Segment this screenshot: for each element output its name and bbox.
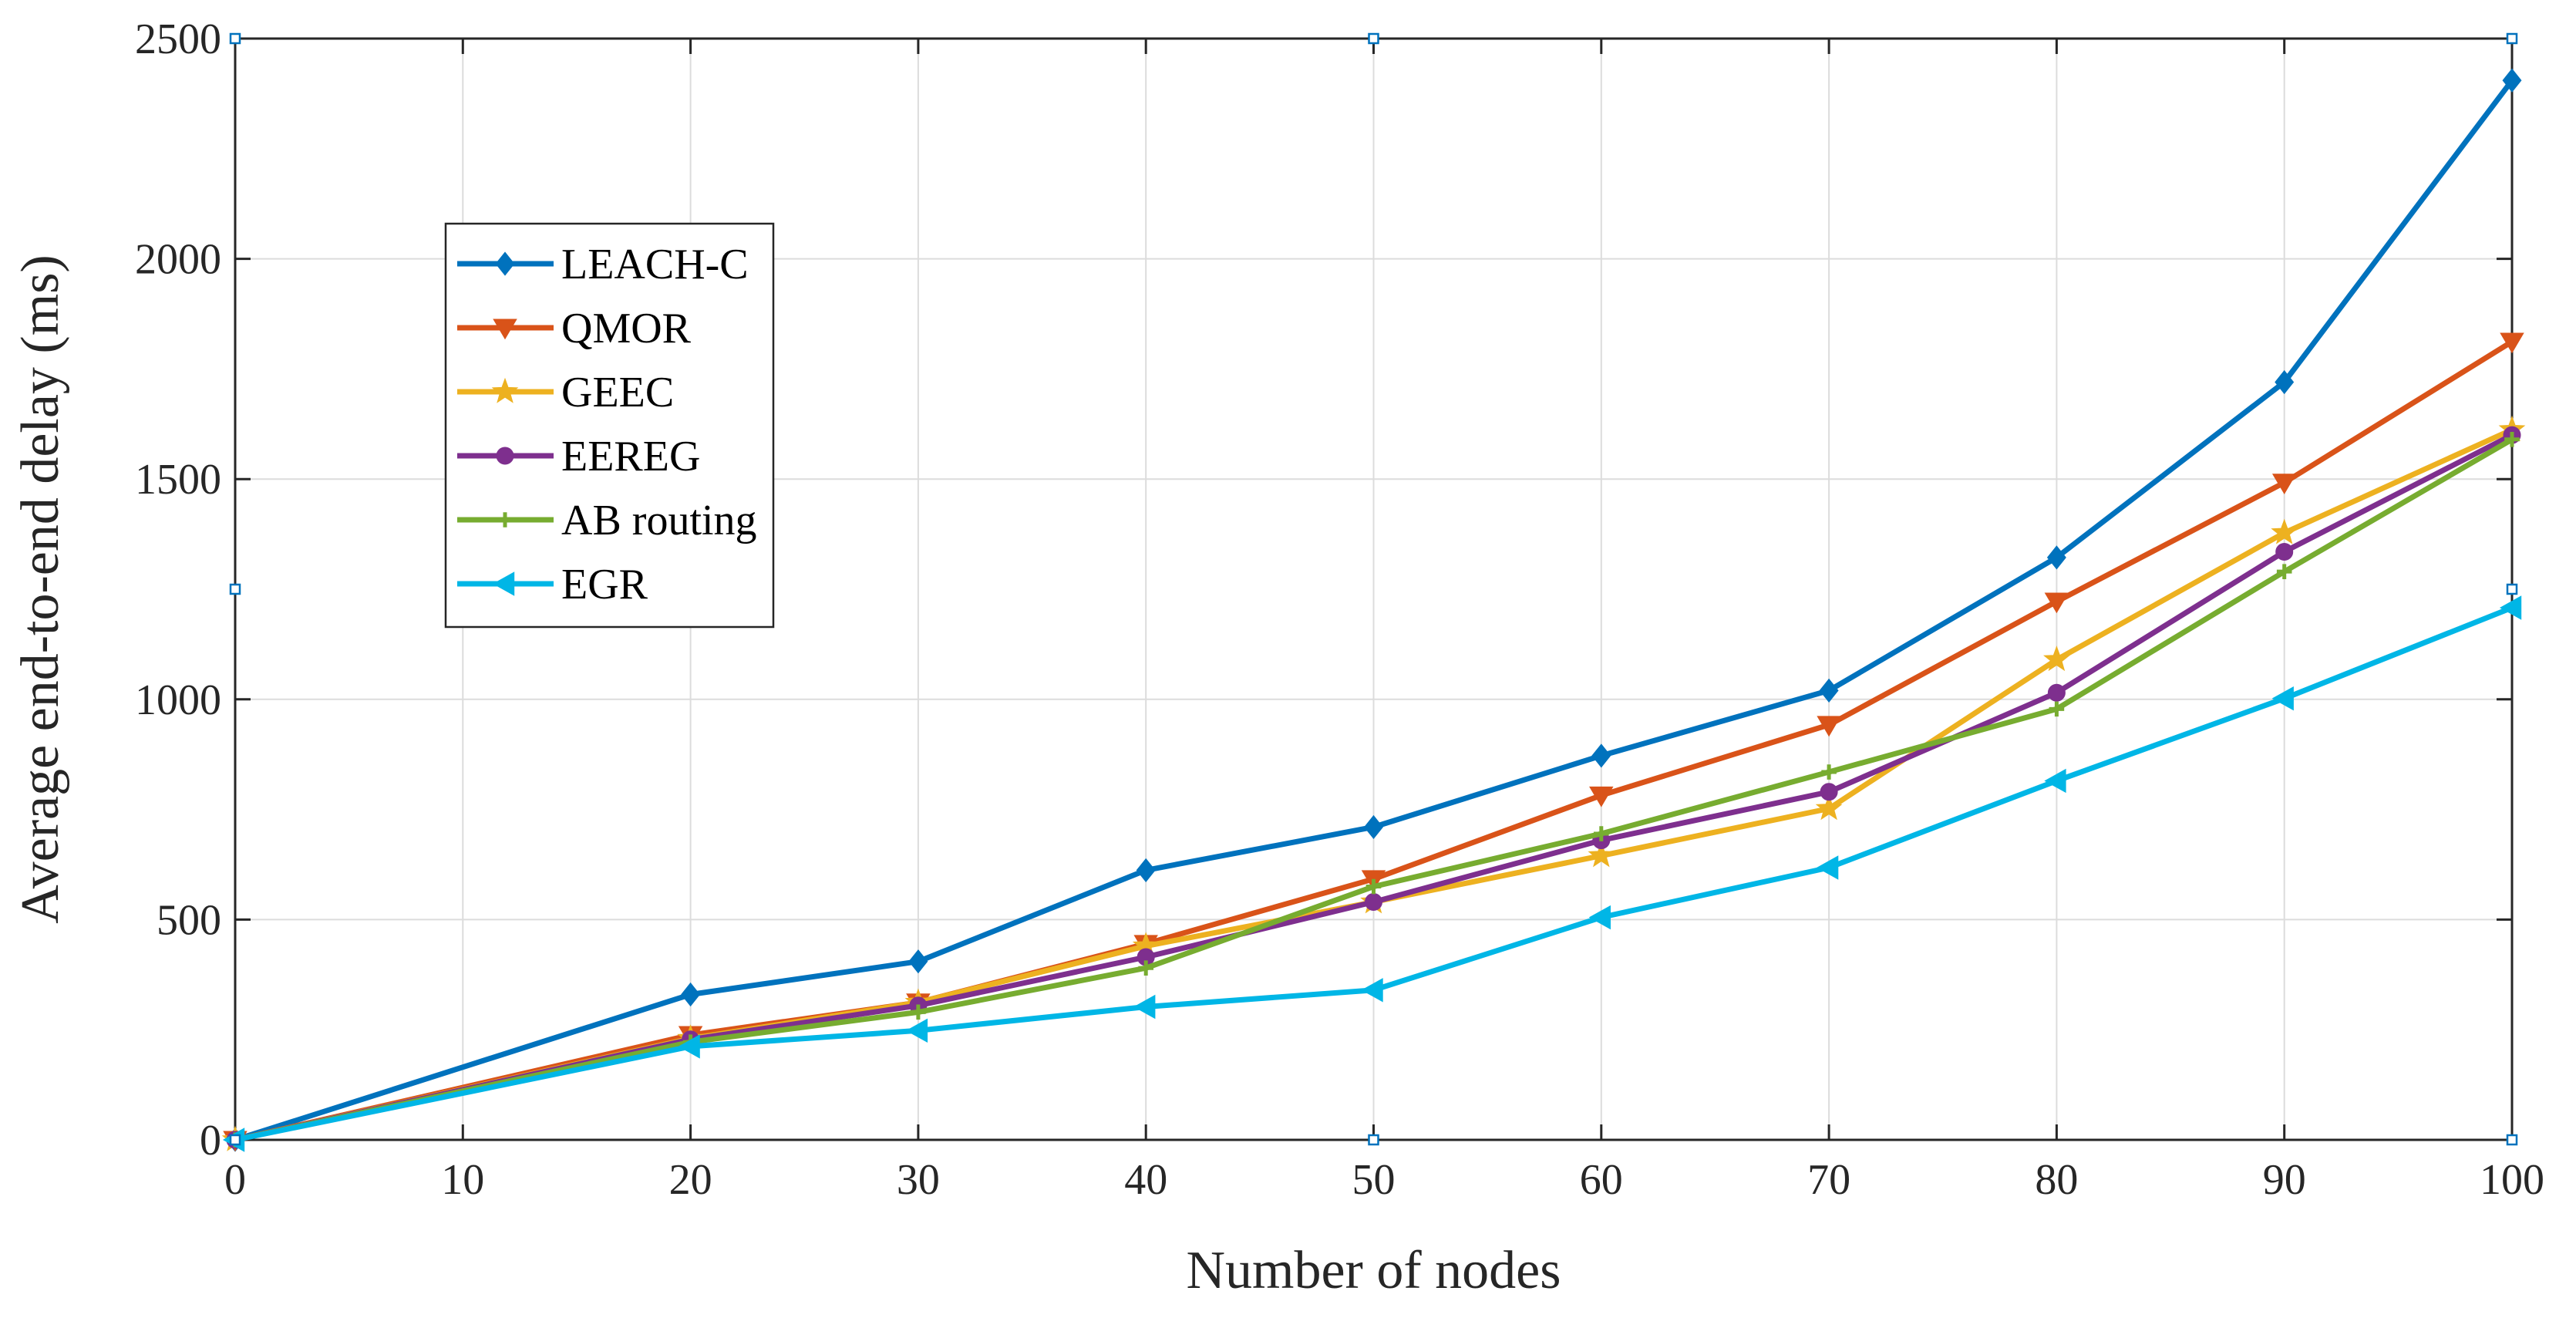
legend-box xyxy=(444,222,775,629)
x-tick-label: 40 xyxy=(1124,1156,1167,1204)
x-tick-label: 10 xyxy=(441,1156,484,1204)
data-series xyxy=(221,68,2526,1152)
y-tick-label: 1000 xyxy=(135,676,221,724)
series-line xyxy=(232,437,2515,1143)
y-tick-label: 2000 xyxy=(135,236,221,284)
data-point xyxy=(1821,764,1837,780)
series-line xyxy=(232,77,2515,1143)
data-point xyxy=(2043,646,2070,672)
x-tick-label: 50 xyxy=(1352,1156,1396,1204)
data-point xyxy=(1591,743,1611,768)
data-point xyxy=(1817,716,1841,737)
y-tick-label: 0 xyxy=(200,1117,221,1165)
legend-label: EGR xyxy=(561,561,648,608)
box-square-marker xyxy=(2506,1134,2518,1146)
data-point xyxy=(491,377,519,403)
data-point xyxy=(2275,542,2294,561)
x-axis-title: Number of nodes xyxy=(1186,1241,1561,1300)
data-point xyxy=(2499,595,2522,620)
data-point xyxy=(681,982,701,1007)
y-tick-label: 500 xyxy=(157,896,221,944)
data-point xyxy=(1136,858,1156,883)
data-point xyxy=(2275,369,2295,395)
y-tick-label: 2500 xyxy=(135,15,221,63)
legend-item: EEREG xyxy=(457,433,700,480)
x-tick-label: 60 xyxy=(1580,1156,1623,1204)
box-square-marker xyxy=(229,1134,241,1146)
x-tick-label: 0 xyxy=(224,1156,246,1204)
legend-item: AB routing xyxy=(457,497,757,544)
box-square-marker xyxy=(229,583,241,595)
data-point xyxy=(1588,905,1611,930)
legend-label: GEEC xyxy=(561,369,674,416)
data-point xyxy=(1133,994,1156,1020)
x-tick-label: 100 xyxy=(2480,1156,2544,1204)
legend-item: EGR xyxy=(457,561,648,608)
legend-label: LEACH-C xyxy=(561,241,749,288)
data-point xyxy=(1817,855,1839,880)
x-tick-label: 70 xyxy=(1807,1156,1850,1204)
data-point xyxy=(1588,841,1615,868)
y-axis-title: Average end-to-end delay (ms) xyxy=(11,254,70,923)
data-point xyxy=(493,319,517,340)
legend-label: AB routing xyxy=(561,497,757,544)
data-point xyxy=(2044,768,2066,794)
x-tick-label: 20 xyxy=(669,1156,712,1204)
series-line xyxy=(232,432,2515,1143)
data-point xyxy=(678,1034,700,1059)
data-point xyxy=(2044,592,2069,614)
data-point xyxy=(1361,978,1383,1003)
legend-item: GEEC xyxy=(457,369,674,416)
data-point xyxy=(2276,564,2292,579)
legend-item: QMOR xyxy=(457,305,692,352)
data-point xyxy=(2504,431,2520,447)
x-tick-label: 30 xyxy=(897,1156,940,1204)
legend-label: QMOR xyxy=(561,305,692,352)
data-point xyxy=(1815,794,1843,821)
series-line xyxy=(232,605,2515,1143)
x-axis-tick-labels: 0 10 20 30 40 50 60 70 80 90 100 xyxy=(224,1156,2544,1204)
data-point xyxy=(1365,893,1382,912)
data-point xyxy=(1589,786,1614,807)
legend-label: EEREG xyxy=(561,433,700,480)
data-point xyxy=(2047,683,2066,702)
data-point xyxy=(497,512,513,528)
data-point xyxy=(1365,878,1382,895)
data-point xyxy=(2046,545,2066,570)
box-square-marker xyxy=(229,32,241,45)
data-point xyxy=(2271,474,2297,495)
y-tick-label: 1500 xyxy=(135,456,221,504)
data-point xyxy=(1364,814,1383,840)
data-point xyxy=(1138,960,1153,976)
series-eereg xyxy=(226,426,2521,1149)
data-point xyxy=(905,1018,928,1043)
data-point xyxy=(2271,686,2294,711)
data-point xyxy=(2502,68,2522,93)
axis-box-markers xyxy=(229,32,2518,1146)
box-square-marker xyxy=(2506,583,2518,595)
x-tick-label: 90 xyxy=(2263,1156,2306,1204)
data-point xyxy=(2500,332,2524,354)
box-square-marker xyxy=(2506,32,2518,45)
data-point xyxy=(2271,518,2298,544)
legend-item: LEACH-C xyxy=(457,241,749,288)
data-point xyxy=(911,1004,926,1020)
box-square-marker xyxy=(1368,1134,1379,1146)
data-point xyxy=(496,447,514,465)
data-point xyxy=(908,949,928,974)
legend: LEACH-C QMOR GEEC EEREG AB routing EGR xyxy=(444,222,775,629)
box-square-marker xyxy=(1368,32,1379,45)
data-point xyxy=(1820,783,1838,801)
y-axis-tick-labels: 0 500 1000 1500 2000 2500 xyxy=(135,15,221,1165)
data-point xyxy=(1819,678,1839,703)
data-point xyxy=(492,571,515,596)
data-point xyxy=(495,251,515,276)
x-tick-label: 80 xyxy=(2035,1156,2078,1204)
data-point xyxy=(2049,701,2065,717)
data-point xyxy=(1594,826,1609,841)
